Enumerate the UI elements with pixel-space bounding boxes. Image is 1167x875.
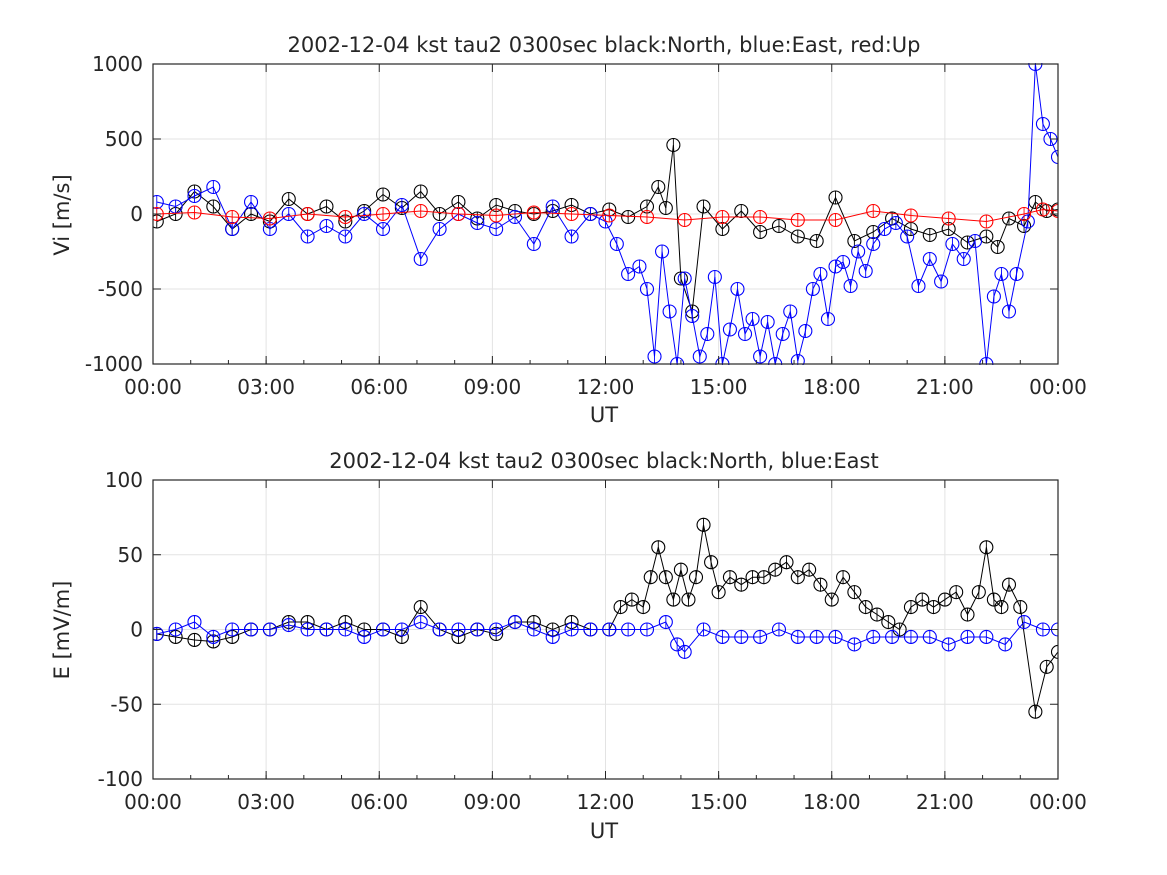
velocity-y-tick-label: 1000: [92, 52, 143, 76]
electric-field-x-tick-label: 12:00: [577, 790, 635, 814]
velocity-y-tick-label: 0: [130, 202, 143, 226]
velocity-plot-area: [153, 63, 1058, 365]
electric-field-y-tick-label: -100: [98, 767, 143, 791]
electric-field-panel: 2002-12-04 kst tau2 0300sec black:North,…: [50, 449, 1087, 843]
velocity-x-tick-label: 06:00: [350, 375, 408, 399]
electric-field-plot-area: [153, 517, 1058, 719]
velocity-y-tick-label: -1000: [85, 352, 143, 376]
electric-field-east-line: [156, 621, 1058, 653]
velocity-x-tick-label: 00:00: [1029, 375, 1087, 399]
velocity-east-point: [1050, 149, 1058, 165]
electric-field-x-tick-label: 00:00: [124, 790, 182, 814]
electric-field-x-tick-label: 21:00: [916, 790, 974, 814]
electric-field-x-tick-label: 03:00: [237, 790, 295, 814]
electric-field-y-tick-label: 0: [130, 618, 143, 642]
velocity-up-point: [1050, 203, 1058, 219]
velocity-series-group: [153, 63, 1058, 365]
electric-field-north-point: [1050, 644, 1058, 659]
velocity-y-axis-label: Vi [m/s]: [50, 174, 74, 255]
electric-field-x-tick-label: 15:00: [690, 790, 748, 814]
electric-field-y-tick-label: 100: [105, 468, 143, 492]
velocity-north-line: [156, 144, 1058, 312]
velocity-x-tick-label: 15:00: [690, 375, 748, 399]
velocity-x-tick-label: 09:00: [464, 375, 522, 399]
velocity-x-tick-label: 18:00: [803, 375, 861, 399]
velocity-panel: 2002-12-04 kst tau2 0300sec black:North,…: [50, 33, 1087, 427]
electric-field-x-tick-label: 18:00: [803, 790, 861, 814]
electric-field-x-tick-label: 06:00: [350, 790, 408, 814]
velocity-x-tick-label: 03:00: [237, 375, 295, 399]
velocity-x-tick-label: 00:00: [124, 375, 182, 399]
electric-field-x-axis-label: UT: [590, 819, 618, 843]
velocity-y-tick-labels: 1000 500 0 -500 -1000: [85, 52, 143, 376]
electric-field-x-tick-labels: 00:00 03:00 06:00 09:00 12:00 15:00 18:00 21:00…: [124, 790, 1087, 814]
electric-field-panel-title: 2002-12-04 kst tau2 0300sec black:North,…: [329, 449, 878, 473]
electric-field-y-tick-label: -50: [110, 692, 143, 716]
electric-field-y-tick-labels: 100 50 0 -50 -100: [98, 468, 143, 791]
velocity-axes: [152, 63, 1059, 365]
velocity-x-tick-label: 12:00: [577, 375, 635, 399]
velocity-panel-title: 2002-12-04 kst tau2 0300sec black:North,…: [288, 33, 921, 57]
velocity-x-tick-label: 21:00: [916, 375, 974, 399]
electric-field-x-tick-label: 00:00: [1029, 790, 1087, 814]
electric-field-x-tick-label: 09:00: [464, 790, 522, 814]
electric-field-y-tick-label: 50: [118, 543, 143, 567]
velocity-x-axis-label: UT: [590, 403, 618, 427]
velocity-y-tick-label: -500: [98, 277, 143, 301]
velocity-x-tick-labels: 00:00 03:00 06:00 09:00 12:00 15:00 18:00 21:00…: [124, 375, 1087, 399]
velocity-y-tick-label: 500: [105, 127, 143, 151]
electric-field-axes: [152, 479, 1059, 780]
electric-field-series-group: [153, 517, 1058, 719]
electric-field-y-axis-label: E [mV/m]: [50, 581, 74, 680]
